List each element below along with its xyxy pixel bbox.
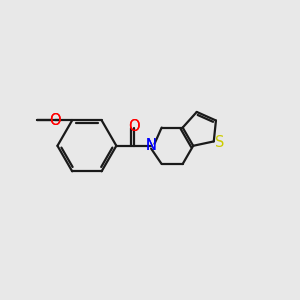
Text: S: S <box>215 135 225 150</box>
Text: O: O <box>50 113 61 128</box>
Text: N: N <box>146 138 157 153</box>
Text: O: O <box>50 113 61 128</box>
Text: N: N <box>146 138 157 153</box>
Text: O: O <box>128 119 140 134</box>
Text: O: O <box>128 119 140 134</box>
